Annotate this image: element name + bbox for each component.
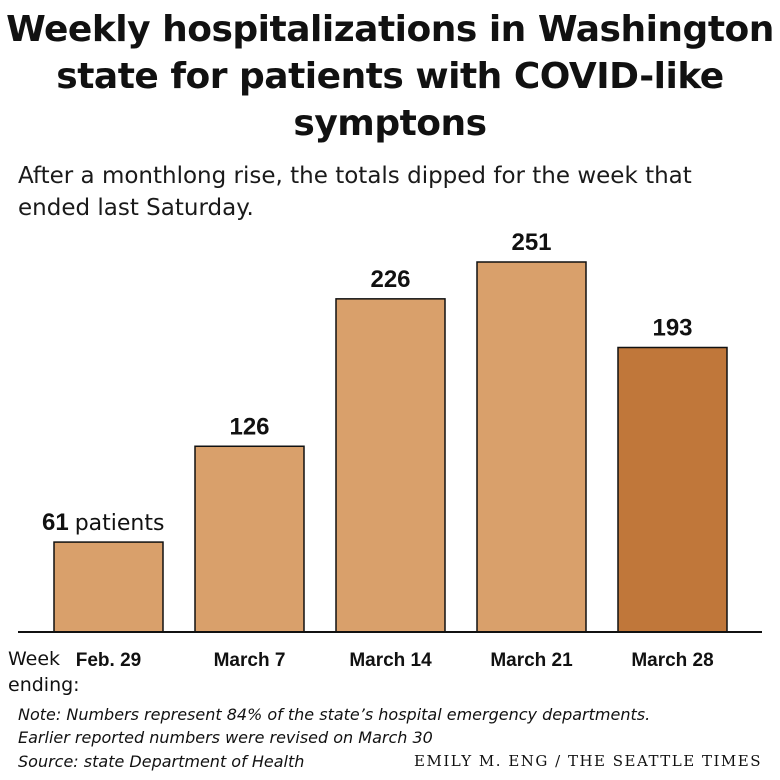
x-tick-label-2: March 14: [349, 650, 432, 671]
data-label-0: 61 patients: [42, 509, 164, 536]
note-line-1: Note: Numbers represent 84% of the state…: [18, 705, 651, 724]
bar-chart: 61 patients Feb. 29 126 March 7 226 March 14 25…: [18, 229, 762, 671]
data-label-value: 61: [42, 509, 69, 536]
data-label-4: 193: [652, 314, 692, 341]
x-axis-title: Week ending:: [8, 648, 80, 696]
x-tick-label-0: Feb. 29: [76, 650, 141, 671]
data-label-2: 226: [370, 266, 410, 293]
chart-credit: EMILY M. ENG / THE SEATTLE TIMES: [414, 752, 762, 770]
x-tick-label-4: March 28: [631, 650, 713, 671]
data-label-3: 251: [511, 229, 551, 256]
chart-source: Source: state Department of Health: [18, 752, 305, 771]
data-label-value: 251: [511, 229, 551, 256]
bar-2: [335, 298, 446, 633]
chart-note: Note: Numbers represent 84% of the state…: [18, 703, 650, 749]
chart-title: Weekly hospitalizations in Washington st…: [6, 9, 774, 144]
data-label-unit: patients: [75, 511, 165, 536]
note-line-2: Earlier reported numbers were revised on…: [18, 728, 433, 747]
bar-3: [476, 261, 587, 633]
data-label-1: 126: [229, 413, 269, 440]
bar-4: [617, 346, 728, 633]
x-tick-label-1: March 7: [214, 650, 286, 671]
data-label-value: 126: [229, 413, 269, 440]
data-label-value: 193: [652, 314, 692, 341]
data-label-value: 226: [370, 266, 410, 293]
bar-1: [194, 445, 305, 633]
chart-subtitle: After a monthlong rise, the totals dippe…: [18, 163, 692, 221]
x-tick-label-3: March 21: [490, 650, 573, 671]
bar-0: [53, 541, 164, 633]
